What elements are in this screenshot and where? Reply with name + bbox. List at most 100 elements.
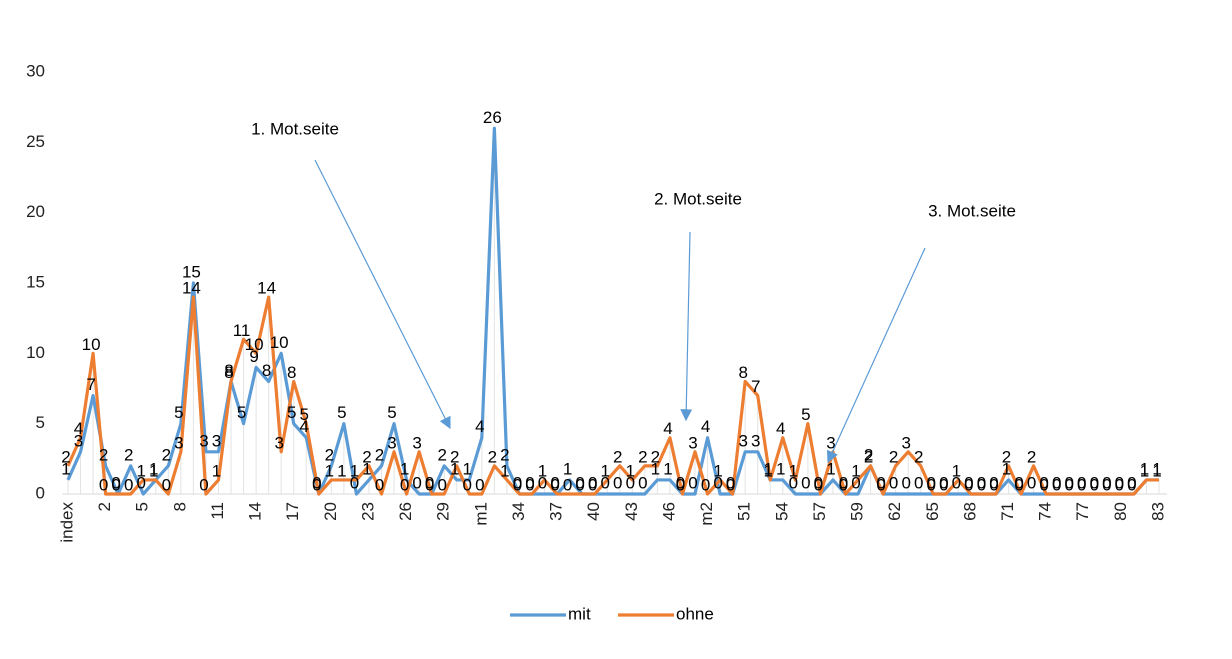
data-label: 3: [74, 431, 83, 450]
data-label: 0: [839, 473, 848, 492]
data-label: 1: [149, 459, 158, 478]
data-label: 0: [588, 473, 597, 492]
data-label: 0: [927, 473, 936, 492]
data-label: 0: [1014, 475, 1023, 494]
data-label: 0: [1090, 475, 1099, 494]
data-label: 9: [249, 347, 258, 366]
data-label: 0: [989, 475, 998, 494]
x-tick-label: 74: [1036, 502, 1055, 521]
data-label: 5: [387, 403, 396, 422]
data-label: 0: [137, 473, 146, 492]
data-label: 0: [1064, 475, 1073, 494]
data-label: 0: [1014, 473, 1023, 492]
data-label: 8: [224, 363, 233, 382]
data-label: 1: [1140, 459, 1149, 478]
x-tick-label: m1: [471, 502, 490, 526]
data-label: 0: [713, 473, 722, 492]
data-label: 1: [212, 461, 221, 480]
data-label: 0: [977, 475, 986, 494]
data-label: 11: [233, 321, 251, 340]
data-label: 8: [224, 361, 233, 380]
data-label: 2: [99, 445, 108, 464]
data-label: 0: [513, 473, 522, 492]
data-label: 14: [257, 279, 276, 298]
data-label: 0: [124, 475, 133, 494]
data-label: 8: [262, 361, 271, 380]
data-label: 2: [488, 447, 497, 466]
data-label: 1: [362, 459, 371, 478]
data-label: 0: [550, 475, 559, 494]
data-label: 4: [300, 417, 309, 436]
x-tick-label: m2: [697, 502, 716, 526]
data-label: 0: [425, 473, 434, 492]
data-label: 0: [1102, 475, 1111, 494]
data-label: 0: [839, 475, 848, 494]
data-label: 0: [726, 475, 735, 494]
data-label: 3: [212, 431, 221, 450]
x-tick-label: 51: [735, 502, 754, 521]
data-label: 15: [182, 262, 201, 281]
x-tick-label: 17: [283, 502, 302, 521]
data-label: 1: [325, 461, 334, 480]
data-label: 0: [312, 475, 321, 494]
data-label: 0: [952, 473, 961, 492]
data-label: 0: [463, 475, 472, 494]
data-label: 1: [563, 459, 572, 478]
data-label: 5: [174, 403, 183, 422]
data-label: 8: [287, 363, 296, 382]
data-label: 1: [1140, 461, 1149, 480]
data-label: 1: [61, 459, 70, 478]
x-tick-label: 54: [772, 502, 791, 521]
data-label: 2: [500, 445, 509, 464]
x-tick-label: 8: [170, 502, 189, 511]
data-label: 2: [864, 447, 873, 466]
data-label: 0: [726, 473, 735, 492]
data-label: 14: [182, 279, 201, 298]
data-label: 1: [600, 461, 609, 480]
y-tick-label: 20: [26, 202, 45, 221]
data-label: 0: [939, 473, 948, 492]
data-label: 0: [588, 475, 597, 494]
data-label: 2: [61, 447, 70, 466]
legend-label: mit: [568, 604, 591, 623]
series-line: [66, 295, 1159, 496]
data-label: 0: [1064, 473, 1073, 492]
data-label: 2: [1002, 447, 1011, 466]
data-label: 0: [111, 473, 120, 492]
x-tick-label: 2: [95, 502, 114, 511]
data-label: 3: [412, 433, 421, 452]
data-label: 0: [600, 473, 609, 492]
data-label: 0: [475, 475, 484, 494]
data-label: 0: [789, 473, 798, 492]
data-label: 0: [964, 475, 973, 494]
data-label: 2: [889, 447, 898, 466]
data-label: 5: [237, 403, 246, 422]
x-tick-label: 37: [547, 502, 566, 521]
data-label: 4: [74, 419, 83, 438]
data-label: 26: [483, 108, 502, 127]
x-tick-label: 77: [1073, 502, 1092, 521]
data-label: 1: [149, 461, 158, 480]
annotation: 1. Mot.seite: [251, 119, 339, 138]
data-label: 3: [688, 433, 697, 452]
data-label: 0: [563, 475, 572, 494]
data-label: 0: [575, 473, 584, 492]
data-label: 0: [550, 473, 559, 492]
data-label: 4: [475, 417, 484, 436]
data-label: 2: [375, 445, 384, 464]
data-label: 0: [412, 473, 421, 492]
x-tick-label: 40: [584, 502, 603, 521]
x-tick-label: 65: [923, 502, 942, 521]
data-label: 1: [500, 461, 509, 480]
data-label: 2: [437, 445, 446, 464]
data-label: 1: [764, 461, 773, 480]
annotation: 3. Mot.seite: [928, 201, 1016, 220]
data-label: 10: [245, 335, 264, 354]
data-label: 0: [927, 475, 936, 494]
x-tick-label: 26: [396, 502, 415, 521]
data-label: 0: [400, 475, 409, 494]
data-label: 0: [977, 473, 986, 492]
data-label: 0: [1039, 475, 1048, 494]
x-tick-label: 46: [659, 502, 678, 521]
